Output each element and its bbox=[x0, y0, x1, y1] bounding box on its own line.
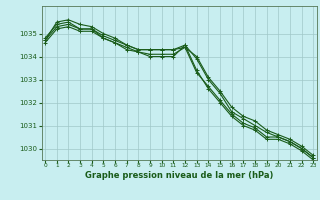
X-axis label: Graphe pression niveau de la mer (hPa): Graphe pression niveau de la mer (hPa) bbox=[85, 171, 273, 180]
